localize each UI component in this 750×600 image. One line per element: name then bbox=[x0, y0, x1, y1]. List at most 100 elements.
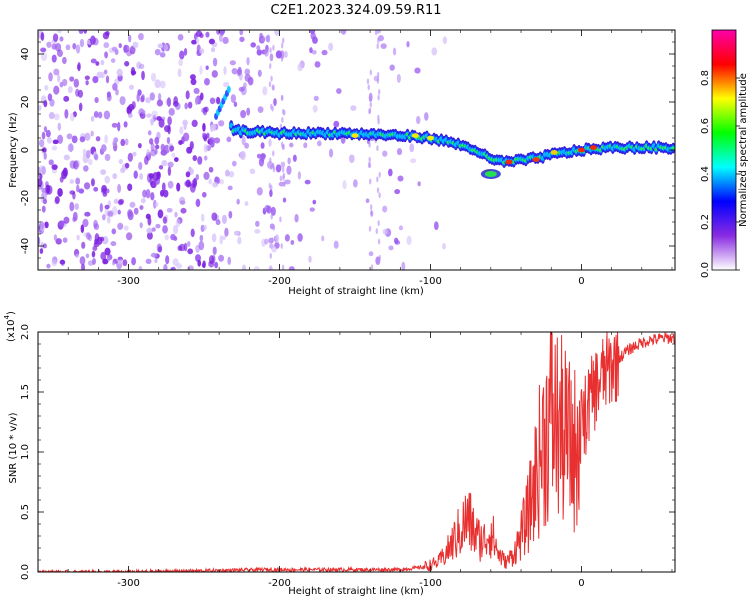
spectrogram-speckle bbox=[191, 119, 198, 128]
spectrogram-speckle bbox=[63, 95, 70, 102]
spectrogram-speckle bbox=[132, 151, 137, 157]
spectrogram-speckle bbox=[240, 109, 247, 119]
spectrogram-speckle bbox=[83, 30, 88, 34]
spectrogram-speckle bbox=[162, 189, 169, 198]
spectrogram-speckle bbox=[203, 171, 210, 181]
spectrogram-speckle bbox=[178, 58, 183, 67]
spectrogram-hotspot bbox=[505, 159, 513, 165]
spectrogram-speckle bbox=[55, 42, 62, 52]
spectrogram-speckle bbox=[90, 115, 95, 122]
spectrogram-hotspot bbox=[426, 135, 434, 141]
spectrogram-speckle bbox=[147, 216, 152, 226]
spectrogram-streak bbox=[378, 30, 382, 34]
spectrogram-speckle bbox=[212, 57, 218, 67]
spectrogram-speckle bbox=[288, 266, 295, 270]
spectrogram-speckle bbox=[79, 136, 86, 143]
spectrogram-speckle bbox=[75, 253, 80, 259]
spectrogram-speckle bbox=[107, 256, 111, 262]
spectrogram-speckle bbox=[72, 216, 77, 223]
spectrogram-speckle bbox=[180, 207, 187, 214]
spectrogram-speckle bbox=[142, 189, 147, 198]
spectrogram-streak bbox=[280, 42, 284, 49]
spectrogram-speckle bbox=[216, 96, 221, 105]
spectrogram-speckle bbox=[284, 179, 291, 185]
x-tick-label: -300 bbox=[117, 578, 140, 589]
svg-text:(x104): (x104) bbox=[3, 311, 17, 342]
spectrogram-speckle bbox=[69, 190, 76, 195]
spectrogram-streak bbox=[271, 237, 274, 244]
y-tick-label: 1.5 bbox=[20, 384, 31, 400]
spectrogram-speckle bbox=[85, 80, 89, 86]
spectrogram-speckle bbox=[223, 66, 227, 75]
spectrogram-speckle bbox=[125, 232, 133, 241]
spectrogram-speckle bbox=[179, 200, 186, 205]
spectrogram-speckle bbox=[139, 222, 143, 229]
spectrogram-streak bbox=[378, 254, 381, 261]
spectrogram-speckle bbox=[154, 79, 161, 89]
spectrogram-speckle bbox=[257, 106, 264, 113]
spectrogram-speckle bbox=[333, 240, 339, 249]
spectrogram-streak bbox=[377, 220, 380, 227]
spectrogram-streak bbox=[280, 55, 284, 62]
spectrogram-speckle bbox=[173, 157, 179, 162]
spectrogram-cluster-core bbox=[484, 171, 497, 177]
spectrogram-streak bbox=[378, 88, 381, 95]
spectrogram-speckle bbox=[110, 241, 117, 247]
spectrogram-speckle bbox=[233, 230, 240, 236]
spectrogram-speckle bbox=[202, 106, 208, 116]
spectrogram-speckle bbox=[117, 209, 121, 215]
spectrogram-speckle bbox=[116, 68, 123, 77]
spectrogram-speckle bbox=[244, 68, 251, 76]
spectrogram-speckle bbox=[92, 245, 98, 251]
spectrogram-speckle bbox=[171, 266, 176, 270]
spectrogram-speckle bbox=[260, 153, 266, 159]
spectrogram-speckle bbox=[271, 246, 277, 253]
spectrogram-speckle bbox=[86, 232, 91, 240]
spectrogram-speckle bbox=[104, 51, 109, 59]
spectrogram-speckle bbox=[51, 164, 58, 170]
spectrogram-speckle bbox=[265, 35, 270, 42]
spectrogram-speckle bbox=[128, 34, 132, 43]
spectrogram-speckle bbox=[219, 235, 223, 245]
spectrogram-speckle bbox=[40, 47, 47, 53]
snr-multiplier-exponent: 4 bbox=[3, 314, 11, 319]
spectrogram-speckle bbox=[190, 228, 195, 238]
spectrogram-speckle bbox=[214, 261, 219, 269]
spectrogram-speckle bbox=[138, 161, 143, 171]
spectrogram-speckle bbox=[101, 184, 107, 193]
spectrogram-speckle bbox=[111, 261, 116, 266]
spectrogram-speckle bbox=[214, 176, 219, 184]
spectrogram-streak bbox=[368, 225, 372, 232]
spectrogram-speckle bbox=[184, 102, 188, 110]
spectrogram-speckle bbox=[201, 191, 207, 198]
spectrogram-speckle bbox=[78, 102, 83, 112]
spectrogram-speckle bbox=[203, 224, 207, 231]
spectrogram-speckle bbox=[340, 30, 347, 35]
spectrogram-speckle bbox=[210, 124, 214, 133]
spectrogram-streak bbox=[377, 118, 380, 125]
spectrogram-speckle bbox=[112, 173, 118, 180]
spectrogram-speckle bbox=[230, 94, 237, 104]
spectrogram-speckle bbox=[155, 223, 161, 229]
spectrogram-speckle bbox=[90, 58, 97, 64]
spectrogram-streak bbox=[269, 164, 273, 171]
spectrogram-speckle bbox=[247, 76, 254, 86]
spectrogram-speckle bbox=[145, 188, 151, 199]
spectrogram-speckle bbox=[138, 32, 144, 41]
spectrogram-speckle bbox=[129, 45, 136, 55]
spectrogram-speckle bbox=[292, 154, 297, 162]
spectrogram-streak bbox=[268, 182, 271, 189]
spectrogram-streak bbox=[281, 94, 284, 101]
spectrogram-streak bbox=[272, 84, 275, 91]
spectrogram-speckle bbox=[127, 112, 133, 119]
spectrogram-speckle bbox=[394, 188, 401, 195]
spectrogram-speckle bbox=[69, 142, 73, 153]
spectrogram-speckle bbox=[168, 108, 175, 116]
spectrogram-speckle bbox=[85, 253, 90, 259]
spectrogram-speckle bbox=[147, 130, 152, 136]
spectrogram-x-label: Height of straight line (km) bbox=[288, 286, 424, 297]
spectrogram-speckle bbox=[38, 104, 42, 112]
spectrogram-x-ticks: -300 -200 -100 0 bbox=[37, 30, 673, 287]
spectrogram-speckle bbox=[138, 63, 145, 69]
spectrogram-speckle bbox=[167, 116, 172, 126]
